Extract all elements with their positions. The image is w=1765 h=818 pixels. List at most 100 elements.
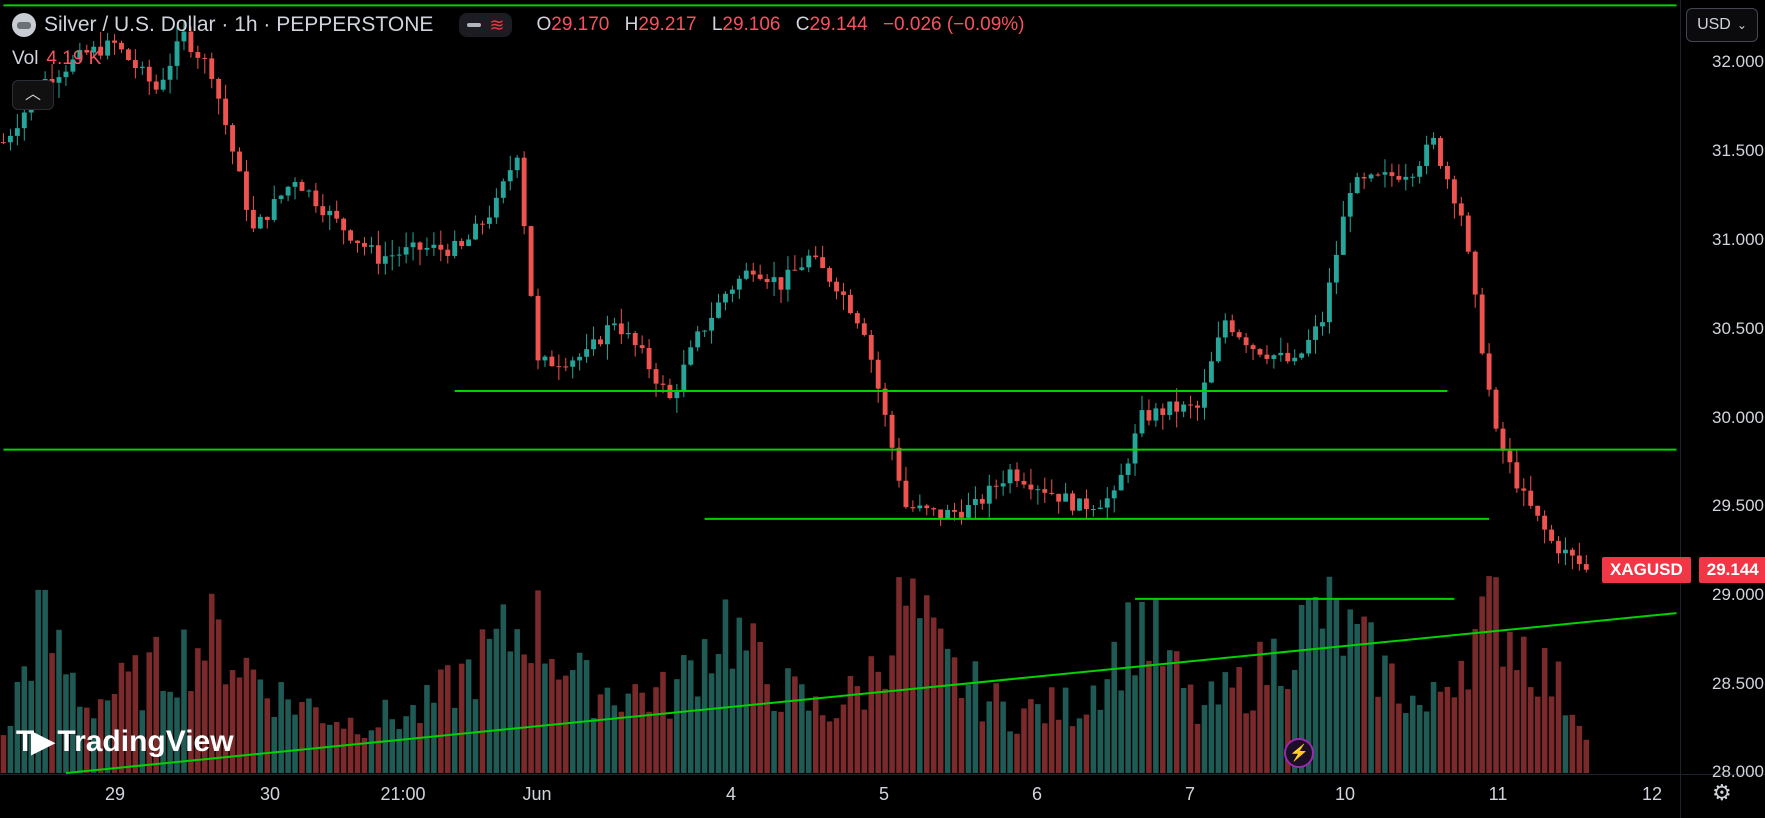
candle-body <box>938 509 944 519</box>
volume-bar <box>104 700 111 773</box>
candle-body <box>903 480 909 508</box>
candle-body <box>570 360 576 367</box>
time-tick-label: 30 <box>259 784 281 804</box>
symbol-title[interactable]: Silver / U.S. Dollar · 1h · PEPPERSTONE <box>44 13 434 36</box>
volume-bar <box>1153 599 1159 773</box>
volume-bar <box>1264 685 1270 773</box>
candle-body <box>584 349 590 357</box>
volume-bar <box>611 705 618 773</box>
settings-icon[interactable]: ⚙ <box>1712 780 1732 805</box>
volume-bar <box>1430 681 1437 773</box>
candle-body <box>1195 405 1200 408</box>
candle-body <box>285 186 291 196</box>
candle-body <box>750 270 756 275</box>
candle-body <box>1056 493 1062 502</box>
volume-bar <box>1215 704 1222 773</box>
indicator-toggle[interactable]: ≋ <box>459 13 513 37</box>
price-tick-label: 28.000 <box>1712 762 1764 781</box>
candle-body <box>334 210 340 219</box>
volume-bar <box>222 684 229 773</box>
volume-legend[interactable]: Vol 4.19 K <box>12 48 101 70</box>
volume-bar <box>618 711 625 773</box>
candle-body <box>1 142 6 144</box>
volume-bar <box>250 669 257 773</box>
candle-body <box>341 218 347 231</box>
candle-body <box>1202 382 1207 408</box>
volume-bar <box>202 660 208 773</box>
volume-bar <box>1166 650 1173 773</box>
volume-bar <box>1389 663 1395 773</box>
candle-body <box>1361 177 1367 179</box>
volume-bar <box>28 680 35 773</box>
candle-body <box>1556 540 1561 554</box>
candle-body <box>1236 332 1242 338</box>
candle-body <box>362 243 367 247</box>
volume-bar <box>139 710 146 773</box>
candle-body <box>1576 555 1582 565</box>
candle-body <box>1257 349 1263 355</box>
volume-bar <box>97 699 104 773</box>
candle-body <box>1465 215 1471 252</box>
volume-bar <box>63 674 69 773</box>
volume-bar <box>1132 675 1138 773</box>
candle-body <box>389 255 395 257</box>
tradingview-logo[interactable]: T▶ TradingView <box>16 724 234 759</box>
candle-body <box>63 71 69 78</box>
volume-bar <box>805 710 812 773</box>
volume-bar <box>90 718 97 773</box>
volume-bar <box>1062 687 1069 773</box>
lightning-icon[interactable]: ⚡ <box>1284 738 1314 768</box>
chevron-up-icon: ︿ <box>24 86 41 103</box>
candle-body <box>709 317 714 331</box>
candle-body <box>500 181 506 198</box>
candle-body <box>1299 353 1305 358</box>
volume-bar <box>479 629 486 773</box>
symbol-icon <box>12 13 36 37</box>
volume-bar <box>924 595 930 773</box>
candle-body <box>1424 144 1430 167</box>
volume-bar <box>1451 697 1458 773</box>
volume-bar <box>1055 719 1062 773</box>
volume-bar <box>708 673 715 773</box>
volume-bar <box>299 702 305 773</box>
currency-selector[interactable]: USD ⌄ <box>1686 8 1758 42</box>
volume-bar <box>1180 687 1187 773</box>
volume-bar <box>1035 704 1041 773</box>
volume-bar <box>417 723 423 773</box>
volume-bar <box>1416 704 1423 773</box>
candle-body <box>591 339 596 350</box>
time-tick-label: 11 <box>1488 784 1508 804</box>
volume-bar <box>569 670 576 773</box>
volume-bar <box>1278 685 1284 773</box>
collapse-legend-button[interactable]: ︿ <box>12 80 54 110</box>
volume-bar <box>7 725 14 773</box>
candle-body <box>1375 174 1381 176</box>
candle-body <box>396 254 402 256</box>
candle-body <box>1451 179 1457 204</box>
volume-bar <box>438 669 444 773</box>
candle-body <box>146 66 152 82</box>
volume-bar <box>340 728 347 773</box>
candle-body <box>195 52 201 58</box>
candle-body <box>1278 352 1284 356</box>
candle-body <box>716 302 721 318</box>
volume-bar <box>208 593 215 773</box>
candle-body <box>1222 320 1228 338</box>
volume-bar <box>993 683 999 773</box>
volume-bar <box>847 675 854 773</box>
candle-body <box>1382 172 1388 175</box>
time-tick-label: 4 <box>725 784 737 804</box>
volume-bar <box>743 650 750 773</box>
candle-body <box>237 151 242 172</box>
volume-bar <box>889 655 895 773</box>
volume-bar <box>917 618 923 773</box>
candle-body <box>702 330 708 332</box>
volume-bar <box>1465 689 1472 773</box>
candle-body <box>1188 404 1194 406</box>
candle-body <box>598 339 603 345</box>
candle-body <box>445 249 451 256</box>
time-tick-label: 29 <box>104 784 126 804</box>
candle-body <box>556 366 562 368</box>
volume-bar <box>1576 725 1583 773</box>
